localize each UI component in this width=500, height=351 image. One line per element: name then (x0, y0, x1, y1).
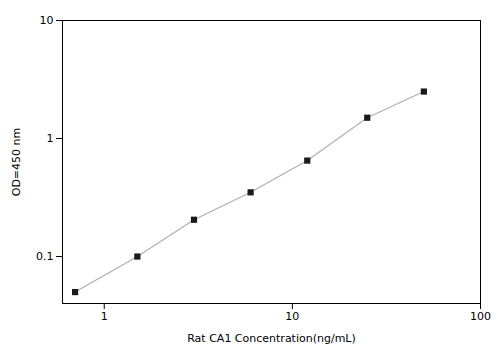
svg-text:Rat CA1 Concentration(ng/mL): Rat CA1 Concentration(ng/mL) (187, 332, 356, 345)
svg-text:10: 10 (285, 310, 299, 323)
svg-text:1: 1 (101, 310, 108, 323)
svg-text:0.1: 0.1 (36, 250, 54, 263)
svg-text:100: 100 (470, 310, 491, 323)
svg-text:10: 10 (40, 14, 54, 27)
svg-text:1: 1 (47, 132, 54, 145)
svg-text:OD=450 nm: OD=450 nm (10, 128, 23, 197)
